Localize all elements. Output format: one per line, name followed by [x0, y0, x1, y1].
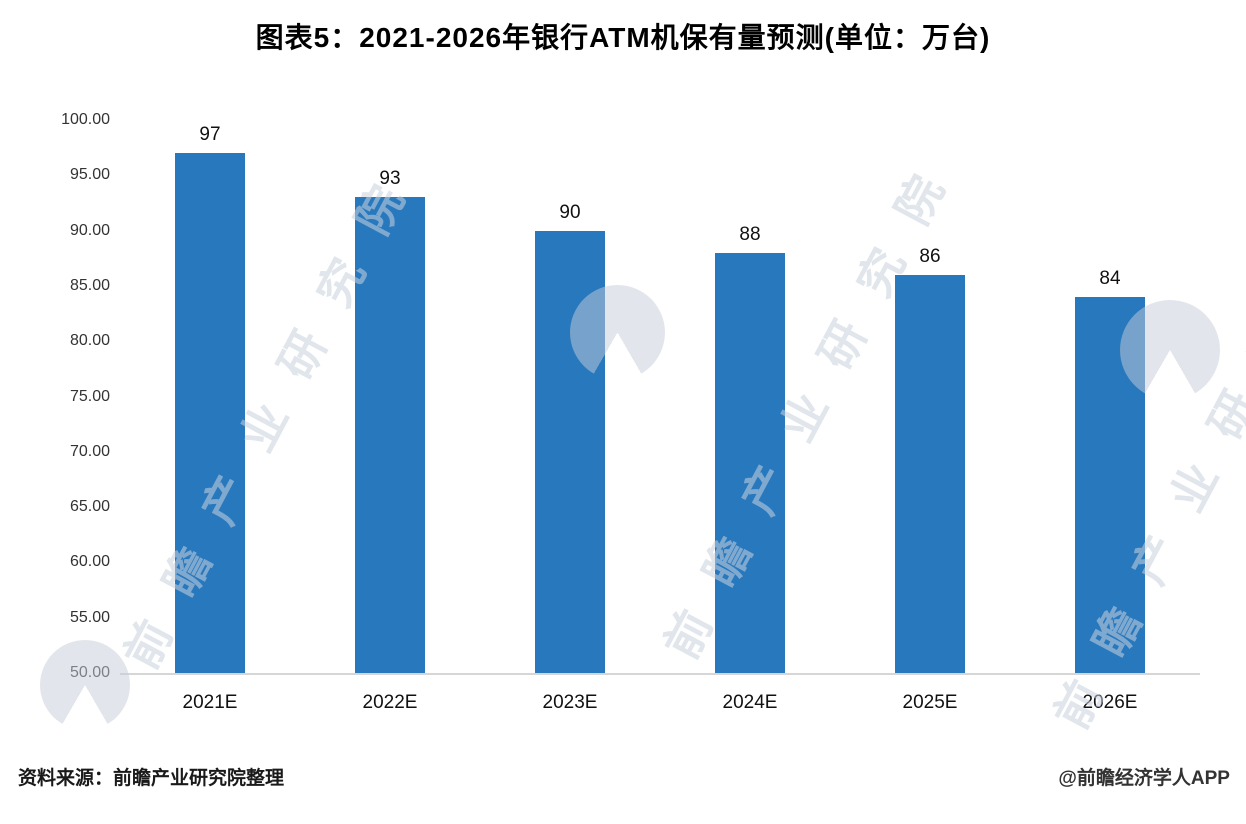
- x-tick-label: 2022E: [362, 692, 418, 713]
- bar-value-label: 97: [199, 124, 221, 146]
- bar-slot: 88: [660, 120, 840, 673]
- plot-area: 97 93 90 88 86 84 100.00 95.00 90.00 85.00 80.00 7…: [61, 111, 1200, 681]
- x-axis-labels: 2021E 2022E 2023E 2024E 2025E 2026E: [120, 675, 1200, 720]
- y-tick-label: 85.00: [69, 276, 110, 294]
- chart-title: 图表5：2021-2026年银行ATM机保有量预测(单位：万台): [255, 22, 991, 53]
- x-tick-label: 2026E: [1082, 692, 1138, 713]
- bar-value-label: 93: [379, 168, 401, 190]
- y-tick-label: 95.00: [69, 166, 110, 184]
- source-text: 资料来源：前瞻产业研究院整理: [18, 768, 285, 789]
- bar-slot: 84: [1020, 120, 1200, 673]
- y-tick-label: 80.00: [69, 332, 110, 350]
- bar: [175, 153, 245, 673]
- x-tick-label: 2025E: [902, 692, 958, 713]
- credit-text: @前瞻经济学人APP: [1058, 768, 1230, 789]
- y-tick-label: 50.00: [69, 664, 110, 681]
- bar: [355, 197, 425, 673]
- bar: [715, 252, 785, 673]
- bar-value-label: 90: [559, 201, 581, 223]
- bar-slot: 86: [840, 120, 1020, 673]
- x-tick-label: 2024E: [722, 692, 778, 713]
- y-tick-label: 65.00: [69, 498, 110, 516]
- bar: [535, 230, 605, 673]
- bar: [1075, 296, 1145, 673]
- bar-value-label: 84: [1099, 267, 1121, 289]
- y-tick-label: 60.00: [69, 553, 110, 571]
- bar-value-label: 88: [739, 223, 761, 245]
- bar-slot: 97: [120, 120, 300, 673]
- x-tick-label: 2021E: [182, 692, 238, 713]
- bars: 97 93 90 88 86 84: [120, 120, 1200, 673]
- y-tick-label: 75.00: [69, 387, 110, 405]
- bar-slot: 90: [480, 120, 660, 673]
- x-tick-label: 2023E: [542, 692, 598, 713]
- y-tick-label: 55.00: [69, 608, 110, 626]
- y-tick-label: 90.00: [69, 221, 110, 239]
- chart-area: 97 93 90 88 86 84 100.00 95.00 90.00 85.00 80.00 7…: [35, 95, 1215, 720]
- bar-slot: 93: [300, 120, 480, 673]
- bar: [895, 274, 965, 673]
- bar-value-label: 86: [919, 245, 941, 267]
- y-tick-label: 100.00: [61, 111, 110, 128]
- y-tick-label: 70.00: [69, 442, 110, 460]
